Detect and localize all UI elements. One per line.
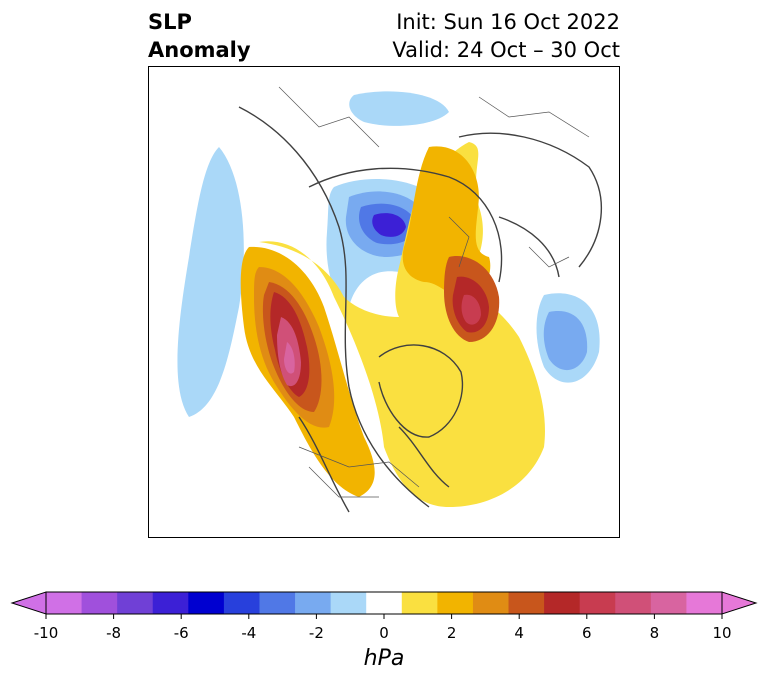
colorbar-tick-label: 0 [379,624,389,642]
colorbar-segment [401,592,438,614]
colorbar-segment [46,592,83,614]
colorbar-segment [366,592,403,614]
colorbar-min-extend [10,591,47,615]
colorbar-tick-label: 2 [446,624,457,642]
colorbar-segment [330,592,367,614]
colorbar [10,591,758,619]
title-slp: SLP [148,10,192,34]
slp-anomaly-map [148,66,620,538]
colorbar-tick-label: 4 [514,624,524,642]
init-date: Init: Sun 16 Oct 2022 [396,10,620,34]
political-borders [278,86,590,498]
colorbar-segment [650,592,687,614]
colorbar-segment [117,592,154,614]
colorbar-segment [508,592,545,614]
colorbar-segment [152,592,189,614]
valid-range: Valid: 24 Oct – 30 Oct [392,38,620,62]
colorbar-segment [472,592,510,614]
map-title-right: Init: Sun 16 Oct 2022 Valid: 24 Oct – 30… [392,8,620,64]
colorbar-segment [544,592,581,614]
map-title-left: SLP Anomaly [148,8,251,64]
colorbar-segment [615,592,652,614]
colorbar-segment [579,592,616,614]
colorbar-tick-label: 10 [712,624,732,642]
colorbar-segment [295,592,332,614]
colorbar-tick-label: 6 [582,624,592,642]
colorbar-tick-label: -4 [241,624,257,642]
positive-anomaly [240,142,545,507]
colorbar-tick-labels: -10 -8 -6 -4 -2 0 2 4 6 8 10 [0,624,768,644]
colorbar-tick-label: -8 [106,624,122,642]
title-anomaly: Anomaly [148,38,251,62]
colorbar-segment [223,592,260,614]
colorbar-segment [81,592,118,614]
colorbar-tick-label: 8 [649,624,660,642]
colorbar-segment [188,592,225,614]
colorbar-unit: hPa [363,646,405,671]
colorbar-tick-label: -10 [33,624,59,642]
colorbar-segment [259,592,296,614]
coastlines [238,106,602,513]
colorbar-segment [437,592,474,614]
colorbar-max-extend [721,591,758,615]
map-canvas [177,86,602,513]
colorbar-tick-label: -2 [308,624,324,642]
colorbar-tick-label: -6 [173,624,189,642]
colorbar-segment [686,592,723,614]
